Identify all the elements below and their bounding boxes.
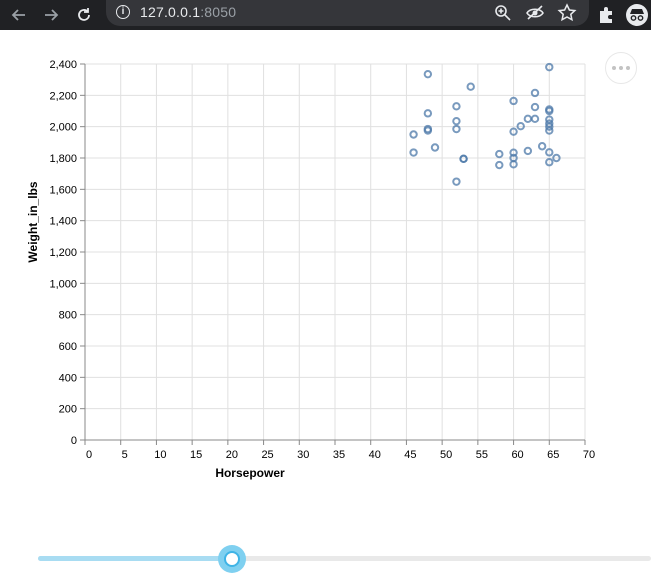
url-port: :8050	[200, 4, 237, 20]
extensions-puzzle-icon[interactable]	[594, 3, 618, 27]
y-tick-label: 600	[59, 341, 77, 353]
x-tick-label: 60	[511, 449, 523, 461]
data-point[interactable]	[423, 126, 433, 135]
menu-dot	[612, 66, 616, 70]
x-tick-label: 50	[440, 449, 452, 461]
x-tick-label: 5	[122, 449, 128, 461]
incognito-icon[interactable]	[625, 3, 649, 27]
x-tick-label: 40	[369, 449, 381, 461]
zoom-icon[interactable]	[492, 2, 514, 24]
x-tick-label: 0	[86, 449, 92, 461]
data-point[interactable]	[545, 148, 554, 157]
y-axis-title: Weight_in_lbs	[26, 181, 40, 262]
y-tick-label: 1,200	[49, 247, 77, 259]
slider-handle[interactable]	[218, 545, 247, 573]
data-point[interactable]	[545, 158, 554, 167]
browser-toolbar: i 127.0.0.1:8050	[0, 0, 651, 30]
back-arrow-icon[interactable]	[6, 0, 32, 30]
data-point[interactable]	[409, 148, 418, 157]
y-tick-label: 2,200	[49, 90, 77, 102]
data-point[interactable]	[509, 160, 518, 169]
url-host: 127.0.0.1	[140, 4, 201, 20]
data-point[interactable]	[509, 148, 518, 157]
data-point[interactable]	[545, 106, 554, 116]
forward-arrow-icon[interactable]	[38, 0, 64, 30]
x-tick-label: 70	[583, 449, 595, 461]
data-point[interactable]	[430, 143, 440, 152]
data-point[interactable]	[459, 154, 468, 163]
bookmark-star-icon[interactable]	[556, 2, 578, 24]
data-point[interactable]	[466, 82, 475, 91]
menu-dot	[619, 66, 623, 70]
data-point[interactable]	[545, 126, 554, 135]
x-tick-label: 55	[476, 449, 488, 461]
y-tick-label: 1,600	[49, 184, 77, 196]
data-point[interactable]	[409, 130, 418, 139]
y-tick-label: 2,000	[49, 122, 77, 134]
url-text: 127.0.0.1:8050	[140, 4, 236, 20]
slider-fill	[38, 556, 233, 561]
data-point[interactable]	[495, 160, 504, 170]
eye-slash-icon[interactable]	[524, 2, 546, 24]
data-point[interactable]	[530, 88, 540, 98]
slider-handle-center	[224, 551, 241, 567]
data-point[interactable]	[516, 121, 525, 131]
y-tick-label: 1,000	[49, 278, 77, 290]
x-tick-label: 45	[404, 449, 416, 461]
scatter-chart: 0 5 10 15 20 25 30 35 40 45 50 55 60 65 70 0 200 400 600 80…	[26, 59, 595, 480]
data-point[interactable]	[509, 96, 518, 106]
data-point[interactable]	[530, 102, 540, 112]
y-tick-label: 1,800	[49, 153, 77, 165]
data-point[interactable]	[537, 142, 547, 151]
y-tick-label: 1,400	[49, 216, 77, 228]
data-point[interactable]	[530, 114, 540, 124]
x-tick-label: 30	[297, 449, 309, 461]
data-point[interactable]	[423, 69, 433, 79]
y-tick-label: 800	[59, 310, 77, 322]
data-point[interactable]	[495, 149, 504, 159]
x-axis-title: Horsepower	[215, 466, 285, 480]
data-point[interactable]	[509, 127, 518, 136]
data-point[interactable]	[452, 124, 461, 134]
x-tick-label: 35	[333, 449, 345, 461]
data-point[interactable]	[545, 62, 554, 72]
site-info-icon[interactable]: i	[116, 5, 130, 19]
y-tick-label: 0	[71, 435, 77, 447]
data-point[interactable]	[552, 153, 561, 163]
data-point[interactable]	[423, 109, 433, 118]
data-point[interactable]	[523, 114, 533, 124]
x-tick-label: 15	[190, 449, 202, 461]
data-point[interactable]	[452, 102, 461, 111]
menu-dot	[626, 66, 630, 70]
y-tick-label: 200	[59, 404, 77, 416]
reload-icon[interactable]	[71, 0, 97, 30]
data-point[interactable]	[452, 116, 461, 126]
y-tick-label: 400	[59, 372, 77, 384]
x-tick-label: 25	[261, 449, 273, 461]
y-tick-label: 2,400	[49, 59, 77, 71]
address-bar[interactable]: i 127.0.0.1:8050	[106, 0, 589, 26]
x-tick-label: 20	[226, 449, 238, 461]
chart-actions-menu-button[interactable]	[605, 52, 637, 84]
data-point[interactable]	[523, 146, 533, 156]
slider-track[interactable]	[38, 556, 651, 561]
x-tick-label: 10	[154, 449, 166, 461]
data-point[interactable]	[545, 122, 554, 131]
data-point[interactable]	[452, 177, 461, 186]
x-tick-label: 65	[547, 449, 559, 461]
range-slider[interactable]	[0, 540, 651, 580]
